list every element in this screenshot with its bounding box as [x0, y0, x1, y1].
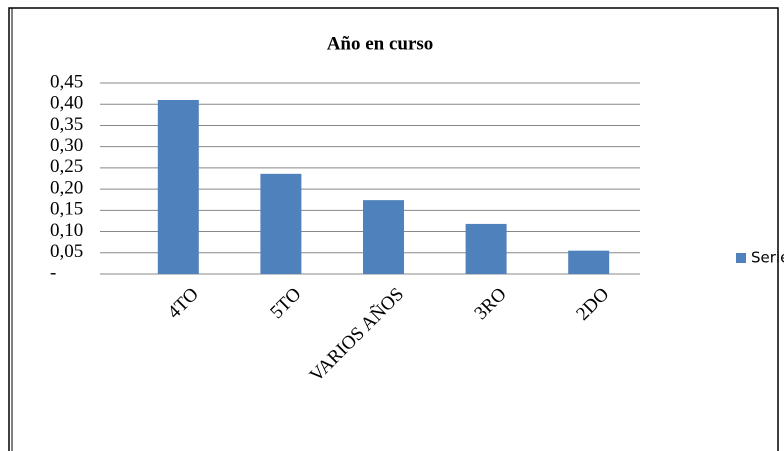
y-tick-label: 0,35: [50, 114, 83, 135]
bar: [157, 99, 199, 274]
y-tick-label: 0,45: [50, 71, 83, 92]
x-tick-label: 5TO: [266, 284, 305, 323]
x-tick-label: 3RO: [470, 284, 510, 324]
chart-frame: [8, 7, 779, 451]
bar: [260, 173, 302, 274]
x-tick-label: 4TO: [164, 284, 203, 323]
bar: [568, 250, 610, 274]
legend-swatch: [736, 253, 746, 263]
bar: [465, 223, 507, 274]
y-tick-label: 0,10: [50, 220, 83, 241]
legend-label: Series1: [751, 249, 784, 267]
y-tick-label: 0,30: [50, 135, 83, 156]
x-tick-label: VARIOS AÑOS: [305, 283, 408, 386]
y-tick-label: 0,40: [50, 93, 83, 114]
y-tick-label: -: [50, 262, 56, 283]
y-tick-label: 0,05: [50, 241, 83, 262]
bar: [363, 200, 404, 274]
chart-title: Año en curso: [327, 33, 434, 54]
x-tick-label: 2DO: [572, 284, 613, 325]
y-tick-label: 0,15: [50, 199, 83, 220]
y-tick-label: 0,20: [50, 177, 83, 198]
y-tick-label: 0,25: [50, 156, 83, 177]
